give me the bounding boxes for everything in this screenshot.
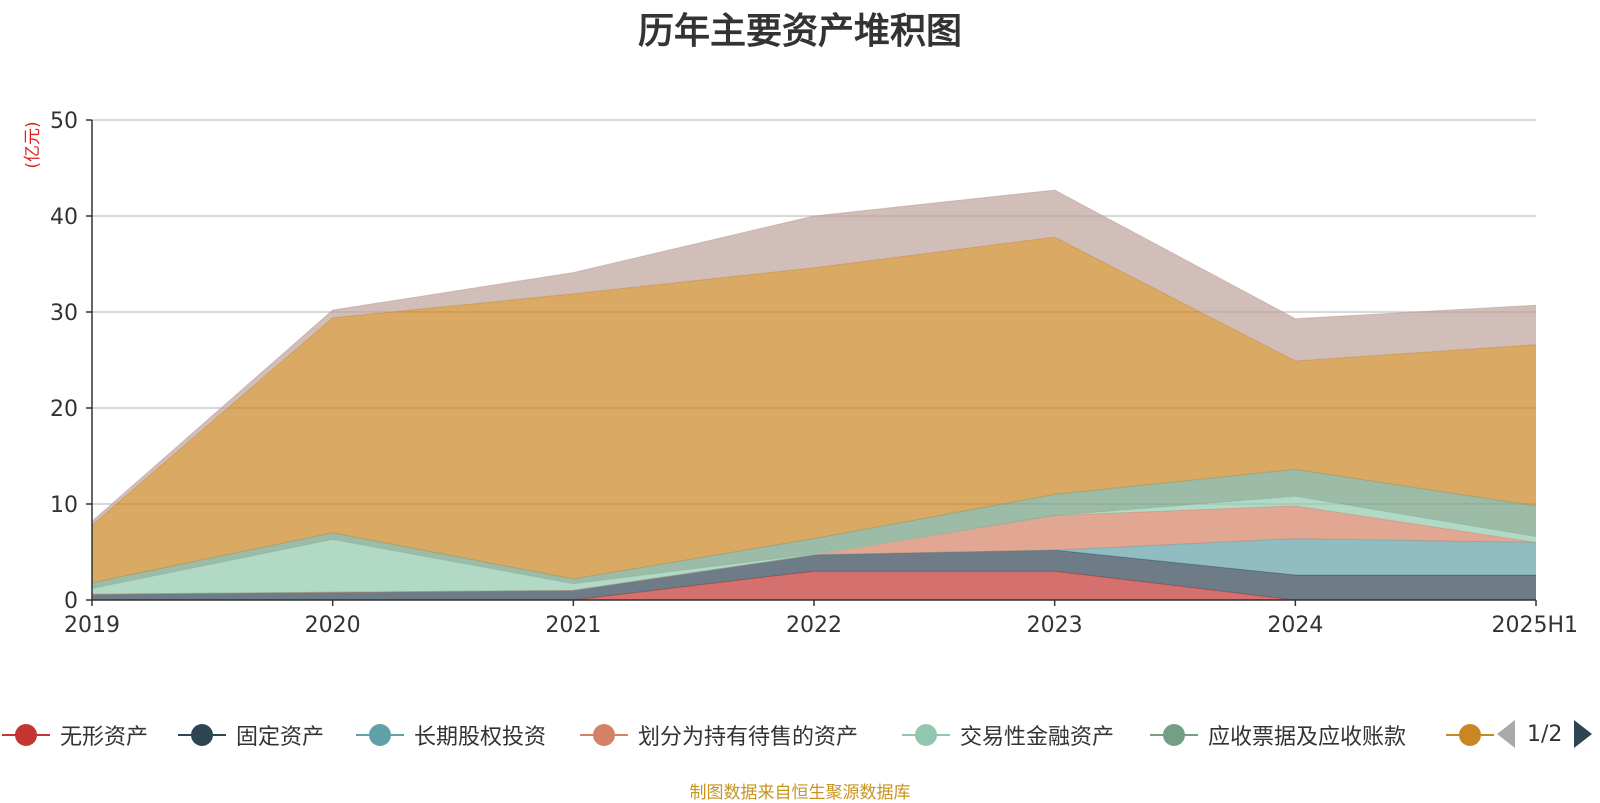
legend-label: 长期股权投资: [414, 725, 547, 750]
y-tick-label: 30: [50, 301, 78, 326]
area-line-7: [91, 189, 1537, 522]
area-series-7: [92, 190, 1536, 526]
legend-item-trading-financial[interactable]: 交易性金融资产: [902, 715, 1114, 755]
next-page-icon[interactable]: [1574, 720, 1593, 748]
legend-item-long-term-equity[interactable]: 长期股权投资: [356, 715, 546, 755]
legend-item-held-for-sale[interactable]: 划分为持有待售的资产: [580, 715, 858, 755]
x-tick-label: 2024: [1267, 613, 1323, 638]
x-tick-label: 2019: [64, 613, 120, 638]
y-tick-label: 20: [50, 397, 78, 422]
prev-page-icon[interactable]: [1497, 720, 1515, 748]
data-source-note: 制图数据来自恒生聚源数据库: [689, 783, 911, 803]
chart-title: 历年主要资产堆积图: [637, 11, 962, 52]
legend-item-intangible-assets[interactable]: 无形资产: [2, 715, 148, 755]
x-tick-label: 2020: [305, 613, 361, 638]
legend-marker-icon: [2, 720, 50, 750]
area-series-3: [92, 505, 1536, 595]
legend-label: 应收票据及应收账款: [1208, 725, 1407, 750]
legend-marker-icon: [902, 720, 950, 750]
area-series-4: [92, 496, 1536, 595]
y-tick-label: 40: [50, 205, 78, 230]
area-series-6: [92, 237, 1536, 583]
x-tick-label: 2022: [786, 613, 842, 638]
legend-item-fixed-assets[interactable]: 固定资产: [178, 715, 324, 755]
legend: 无形资产 固定资产 长期股权投资 划分为持有待售的资产 交易性金融资产 应收票据…: [0, 715, 1600, 755]
y-axis-label: (亿元): [23, 121, 43, 168]
legend-item-series-7[interactable]: [1446, 715, 1494, 755]
area-series-5: [92, 469, 1536, 589]
stacked-area-chart: 0 10 20 30 40 50 2019 2020 2021 2022 2023 2024 2025H…: [23, 109, 1578, 638]
y-tick-label: 50: [50, 109, 78, 134]
legend-label: 交易性金融资产: [960, 725, 1115, 750]
legend-label: 划分为持有待售的资产: [638, 725, 859, 750]
area-series-2: [92, 538, 1536, 595]
legend-pager: 1/2: [1497, 716, 1593, 752]
legend-marker-icon: [1150, 720, 1198, 750]
legend-marker-icon: [1446, 720, 1494, 750]
legend-marker-icon: [580, 720, 628, 750]
legend-item-receivables[interactable]: 应收票据及应收账款: [1150, 715, 1406, 755]
x-tick-label: 2021: [545, 613, 601, 638]
legend-label: 无形资产: [60, 725, 149, 750]
legend-label: 固定资产: [236, 725, 325, 750]
x-tick-label: 2025H1: [1491, 613, 1578, 638]
x-tick-label: 2023: [1027, 613, 1083, 638]
legend-marker-icon: [178, 720, 226, 750]
legend-marker-icon: [356, 720, 404, 750]
y-tick-label: 10: [50, 493, 78, 518]
area-series-0: [92, 571, 1536, 600]
y-tick-label: 0: [64, 589, 78, 614]
legend-page-indicator: 1/2: [1527, 721, 1563, 747]
